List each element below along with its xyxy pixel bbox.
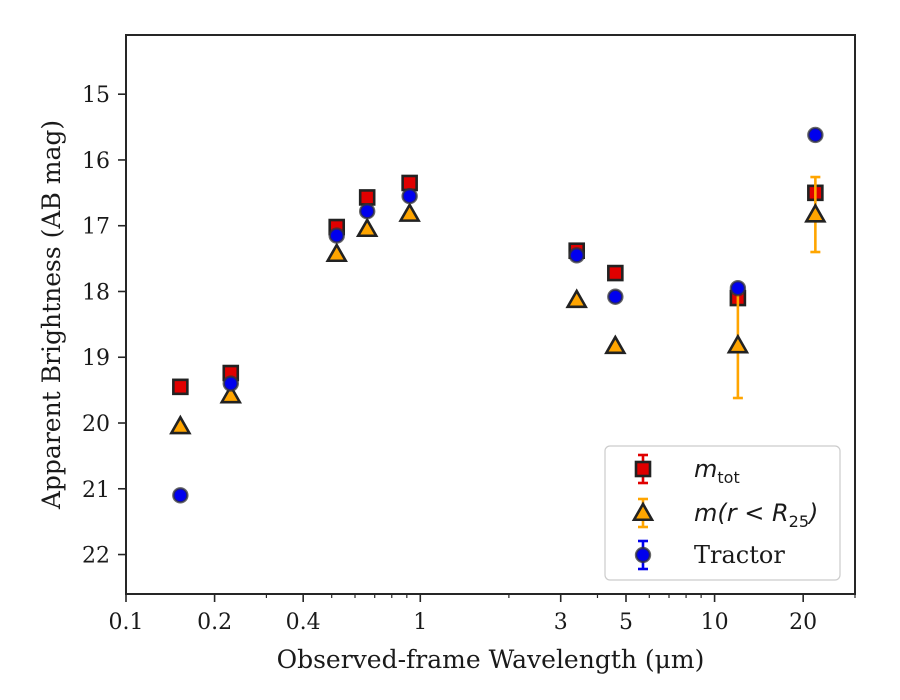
legend-marker: [634, 460, 652, 478]
data-point: [172, 378, 189, 396]
x-tick-label: 3: [554, 610, 568, 635]
legend-label: Tractor: [694, 541, 785, 569]
y-axis: 15 16 17 18 19 20 21 22: [82, 83, 126, 569]
x-tick-label: 0.1: [109, 610, 144, 635]
data-point: [358, 203, 376, 220]
data-point: [398, 202, 421, 222]
y-axis-label: Apparent Brightness (AB mag): [37, 120, 66, 510]
data-point: [729, 279, 747, 297]
y-tick-label: 19: [82, 346, 110, 371]
data-point: [401, 187, 418, 205]
data-point: [568, 247, 585, 264]
data-point: [807, 126, 824, 144]
y-tick-label: 18: [82, 280, 110, 305]
x-axis-label: Observed-frame Wavelength (μm): [277, 645, 705, 674]
data-point: [604, 334, 627, 355]
x-tick-label: 20: [789, 610, 817, 635]
x-tick-label: 5: [619, 610, 633, 635]
plot-frame: [125, 34, 856, 595]
data-point: [169, 414, 192, 435]
data-point: [358, 189, 376, 206]
data-point: [355, 217, 379, 238]
y-tick-label: 22: [82, 544, 110, 569]
data-point: [328, 227, 345, 244]
legend: mtot m(r < R25) Tractor: [604, 445, 841, 581]
x-tick-label: 0.2: [197, 610, 232, 635]
y-tick-label: 20: [82, 412, 110, 437]
legend-label: mtot: [694, 455, 740, 487]
series-circle: [172, 126, 824, 504]
data-point: [222, 375, 239, 392]
data-point: [401, 174, 418, 192]
y-tick-label: 15: [82, 83, 110, 108]
x-tick-label: 0.4: [286, 610, 321, 635]
y-tick-label: 17: [82, 215, 110, 240]
data-point: [726, 333, 750, 354]
x-tick-label: 10: [701, 610, 729, 635]
x-tick-label: 1: [413, 610, 427, 635]
data-point: [219, 383, 243, 404]
series-triangle: [169, 175, 827, 435]
x-axis: 0.1 0.2 0.4 1 3 5 10 20: [109, 594, 856, 635]
legend-marker: [631, 501, 655, 522]
series-square: [172, 174, 824, 396]
plot-area: [125, 34, 856, 595]
legend-box: [604, 445, 841, 581]
y-tick-label: 16: [82, 149, 110, 174]
data-point: [172, 487, 189, 504]
data-point: [607, 288, 624, 305]
y-tick-label: 21: [82, 478, 110, 503]
data-point: [804, 202, 827, 223]
data-point: [565, 288, 588, 309]
data-point: [325, 242, 348, 263]
legend-marker: [634, 546, 652, 564]
data-point: [607, 264, 624, 282]
data-markers: [169, 126, 827, 504]
legend-label: m(r < R25): [694, 499, 818, 531]
